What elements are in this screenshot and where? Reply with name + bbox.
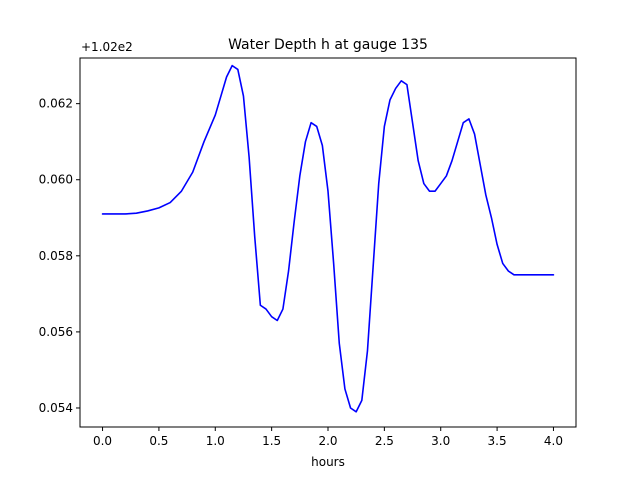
x-axis-label: hours (311, 455, 345, 469)
x-tick-label: 0.5 (149, 434, 168, 448)
x-tick-label: 1.0 (206, 434, 225, 448)
y-tick-label: 0.056 (39, 325, 73, 339)
y-tick-label: 0.054 (39, 401, 73, 415)
y-tick-label: 0.058 (39, 249, 73, 263)
x-tick-label: 0.0 (93, 434, 112, 448)
x-tick-label: 2.0 (318, 434, 337, 448)
x-tick-label: 4.0 (544, 434, 563, 448)
x-tick-label: 2.5 (375, 434, 394, 448)
x-tick-label: 3.0 (431, 434, 450, 448)
chart-title: Water Depth h at gauge 135 (228, 37, 428, 53)
x-tick-label: 1.5 (262, 434, 281, 448)
series-line-0 (101, 64, 555, 413)
y-offset-label: +1.02e2 (81, 40, 133, 54)
plot-area: 0.0 0.5 1.0 1.5 2.0 2.5 3.0 3.5 4.0 0.054 0.056 0.0… (39, 57, 577, 448)
y-tick-label: 0.062 (39, 97, 73, 111)
x-tick-label: 3.5 (488, 434, 507, 448)
y-tick-label: 0.060 (39, 173, 73, 187)
